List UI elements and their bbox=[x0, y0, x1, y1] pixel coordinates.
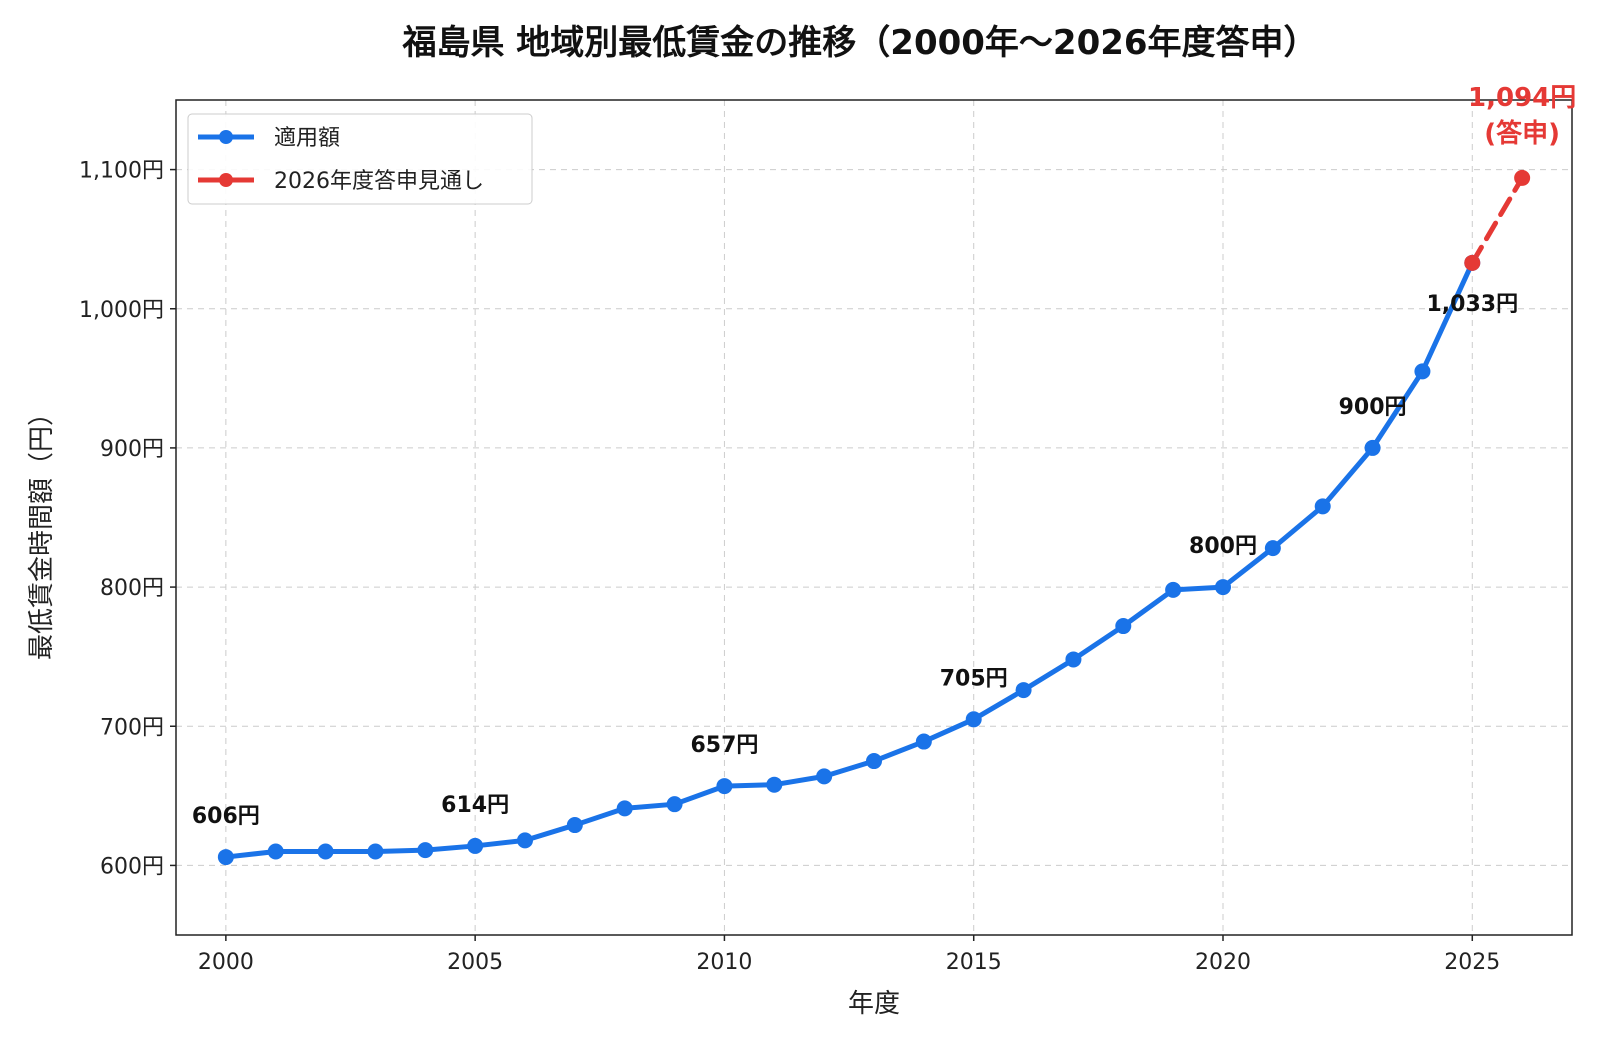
grid-lines bbox=[176, 100, 1572, 935]
data-point-applied bbox=[666, 796, 683, 813]
series-line-applied bbox=[223, 260, 1475, 860]
series-line-forecast bbox=[1469, 175, 1525, 266]
data-label: 900円 bbox=[1339, 395, 1407, 420]
y-tick-label: 900円 bbox=[100, 437, 164, 462]
data-point-applied bbox=[816, 768, 833, 785]
legend-box bbox=[187, 113, 533, 205]
data-point-applied bbox=[566, 817, 583, 834]
data-point-forecast bbox=[1464, 254, 1481, 271]
data-label: 657円 bbox=[690, 733, 758, 758]
legend-marker-forecast bbox=[219, 173, 233, 187]
x-tick-label: 2020 bbox=[1195, 950, 1251, 975]
x-axis-ticks: 2000 2005 2010 2015 2020 2025 bbox=[198, 935, 1500, 975]
legend-label-forecast: 2026年度答申見通し bbox=[274, 169, 484, 194]
x-tick-label: 2015 bbox=[946, 950, 1002, 975]
data-point-applied bbox=[1264, 540, 1281, 557]
y-axis-label: 最低賃金時間額（円） bbox=[27, 400, 57, 660]
data-point-forecast bbox=[1514, 169, 1531, 186]
y-tick-label: 1,100円 bbox=[79, 159, 164, 184]
data-point-applied bbox=[965, 711, 982, 728]
legend-label-applied: 適用額 bbox=[274, 126, 340, 151]
data-point-applied bbox=[1015, 682, 1032, 699]
chart-title: 福島県 地域別最低賃金の推移（2000年〜2026年度答申） bbox=[401, 23, 1317, 63]
forecast-label-note: (答申) bbox=[1484, 118, 1560, 149]
data-point-applied bbox=[1414, 363, 1431, 380]
data-label: 606円 bbox=[192, 804, 260, 829]
data-labels: 606円 614円 657円 705円 800円 900円 1,033円 1,094円 (答申) bbox=[192, 83, 1576, 829]
data-point-applied bbox=[716, 778, 733, 795]
data-point-applied bbox=[915, 733, 932, 750]
y-axis-ticks: 600円 700円 800円 900円 1,000円 1,100円 bbox=[79, 159, 176, 879]
data-point-applied bbox=[317, 843, 334, 860]
data-point-applied bbox=[1065, 651, 1082, 668]
data-point-applied bbox=[616, 800, 633, 817]
x-axis-label: 年度 bbox=[848, 989, 900, 1019]
series-layer bbox=[217, 169, 1531, 866]
legend-marker-applied bbox=[219, 130, 233, 144]
y-tick-label: 800円 bbox=[100, 576, 164, 601]
legend: 適用額 2026年度答申見通し bbox=[187, 113, 533, 205]
data-point-applied bbox=[1364, 439, 1381, 456]
data-label: 1,033円 bbox=[1426, 292, 1518, 317]
data-point-applied bbox=[517, 832, 533, 849]
data-point-applied bbox=[1115, 618, 1132, 635]
data-point-applied bbox=[1165, 581, 1182, 598]
data-point-applied bbox=[1314, 498, 1331, 515]
forecast-label-value: 1,094円 bbox=[1468, 83, 1576, 113]
data-label: 705円 bbox=[940, 666, 1008, 691]
x-tick-label: 2010 bbox=[696, 950, 752, 975]
data-point-applied bbox=[766, 776, 783, 793]
data-point-applied bbox=[1215, 579, 1231, 596]
data-point-applied bbox=[866, 753, 882, 770]
data-point-applied bbox=[467, 837, 484, 854]
data-point-applied bbox=[217, 849, 234, 866]
data-label: 800円 bbox=[1189, 534, 1257, 559]
x-tick-label: 2005 bbox=[447, 950, 503, 975]
data-point-applied bbox=[417, 842, 434, 859]
plot-area-frame bbox=[175, 99, 1573, 936]
y-tick-label: 1,000円 bbox=[79, 298, 164, 323]
data-label: 614円 bbox=[441, 793, 509, 818]
x-tick-label: 2000 bbox=[198, 950, 254, 975]
data-point-applied bbox=[267, 843, 284, 860]
y-tick-label: 700円 bbox=[100, 715, 164, 740]
data-point-applied bbox=[367, 843, 384, 860]
y-tick-label: 600円 bbox=[100, 854, 164, 879]
x-tick-label: 2025 bbox=[1444, 950, 1500, 975]
